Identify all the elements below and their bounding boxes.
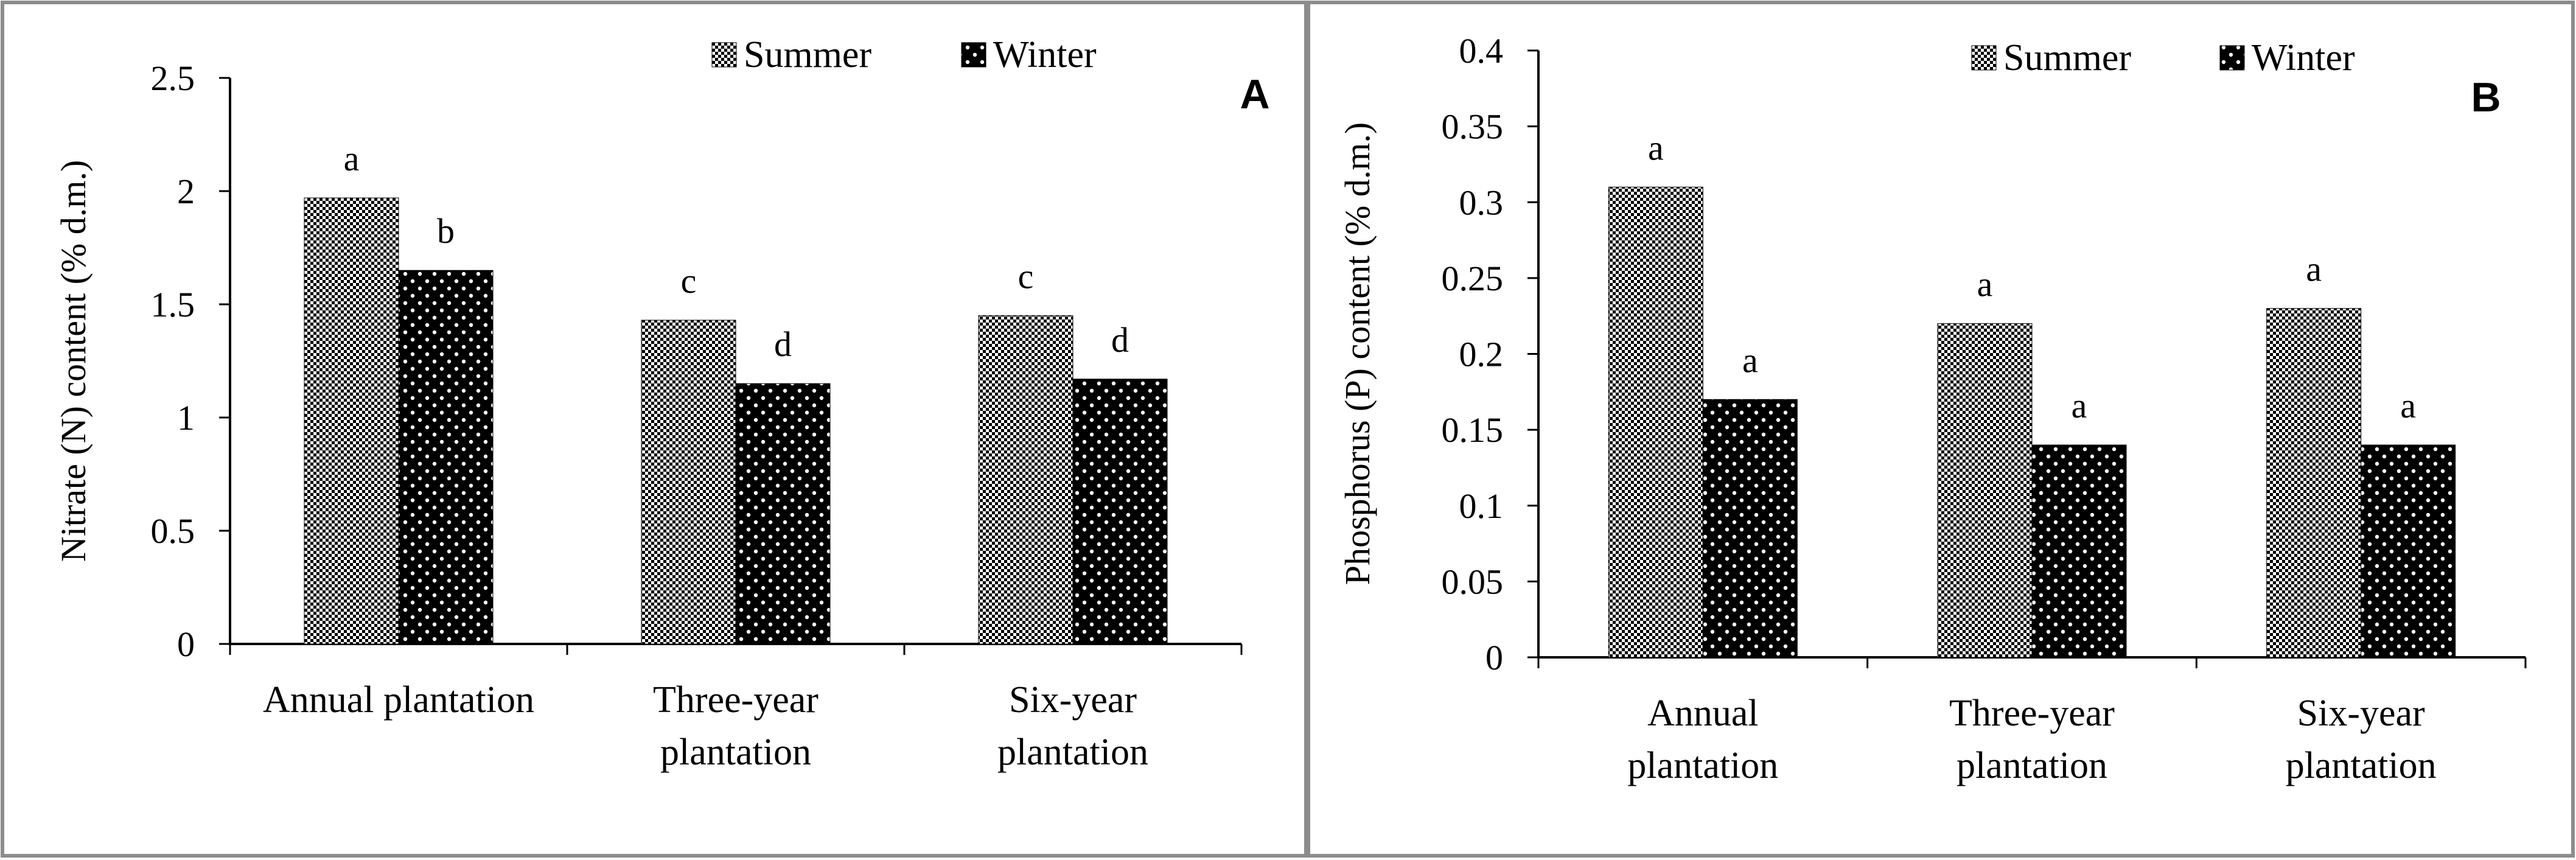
panel-a-y-tick-label: 1: [177, 398, 195, 438]
panel-b-bar-summer: [2266, 308, 2362, 658]
panel-b-y-tick-label: 0.05: [1442, 562, 1504, 601]
panel-a-y-tick-label: 0: [177, 624, 195, 664]
panel-b-category-label: Six-year plantation: [2286, 693, 2437, 786]
panel-a-bar-summer: [978, 315, 1073, 645]
panel-a-bar-summer: [304, 197, 399, 645]
panel-a-significance-label: c: [681, 261, 697, 301]
panel-a-significance-label: b: [437, 211, 455, 251]
panel-b-category-label: Three-year plantation: [1949, 693, 2115, 786]
panel-a-y-tick-label: 1.5: [151, 285, 195, 324]
panel-a-category-label: Annual plantation: [263, 679, 534, 721]
panel-b-frame: [1307, 1, 2575, 858]
panel-a-bar-winter: [735, 383, 831, 645]
panel-a-legend-swatch-summer: [711, 42, 737, 68]
panel-a-significance-label: d: [774, 324, 792, 364]
panel-b-y-tick-label: 0.2: [1459, 335, 1504, 374]
panel-a-category-label: Three-year plantation: [653, 679, 819, 773]
panel-b-significance-label: a: [1648, 128, 1664, 167]
panel-b-y-axis-label: Phosphorus (P) content (% d.m.): [1338, 122, 1377, 585]
panel-b-y-tick-label: 0: [1485, 638, 1503, 677]
panel-a-bar-winter: [398, 270, 494, 645]
panel-a-y-axis-label: Nitrate (N) content (% d.m.): [54, 160, 93, 562]
panel-b-y-tick-label: 0.35: [1442, 107, 1504, 147]
panel-b-legend-swatch-winter: [2219, 45, 2245, 71]
panel-a-bar-summer: [641, 320, 736, 645]
panel-b-bar-winter: [1702, 399, 1798, 658]
panel-b-significance-label: a: [2072, 386, 2087, 425]
panel-a-legend-label-summer: Summer: [744, 34, 871, 75]
panel-b-legend-label-winter: Winter: [2252, 37, 2355, 79]
panel-a-significance-label: a: [344, 139, 360, 178]
panel-a-y-tick-label: 0.5: [151, 511, 195, 551]
panel-b-y-tick-label: 0.25: [1442, 259, 1504, 298]
panel-b-bar-summer: [1937, 323, 2033, 658]
panel-a-legend-label-winter: Winter: [993, 34, 1097, 75]
panel-b-significance-label: a: [1977, 265, 1993, 304]
panel-b-significance-label: a: [2306, 250, 2322, 289]
panel-b-legend-swatch-summer: [1971, 45, 1997, 71]
panel-a-letter: A: [1240, 71, 1269, 117]
panel-b-letter: B: [2471, 74, 2501, 121]
panel-b-significance-label: a: [2400, 386, 2416, 425]
panel-a-y-tick-label: 2.5: [151, 58, 195, 98]
panel-b-y-tick-label: 0.3: [1459, 183, 1504, 222]
panel-b-category-label: Annual plantation: [1627, 693, 1778, 786]
panel-b-bar-summer: [1608, 186, 1703, 658]
panel-b-bar-winter: [2031, 444, 2127, 658]
panel-a-significance-label: c: [1018, 257, 1034, 296]
panel-b-bar-winter: [2361, 444, 2456, 658]
panel-a-chart: 0 0.5 1 1.5 2 2.5 Nitrate (N) content (% d.m.)…: [54, 34, 1270, 773]
panel-b-chart: 0 0.05 0.1 0.15 0.2 0.25 0.3 0.35 0.4 Phosphorus …: [1338, 31, 2527, 786]
panel-a-frame: [1, 1, 1308, 858]
panel-b-legend-label-summer: Summer: [2003, 37, 2131, 79]
panel-b-y-tick-label: 0.1: [1459, 486, 1504, 526]
panel-a-significance-label: d: [1111, 320, 1129, 360]
panel-b-y-tick-label: 0.15: [1442, 410, 1504, 450]
panel-a-y-tick-label: 2: [177, 172, 195, 211]
panel-b-significance-label: a: [1742, 340, 1758, 380]
panel-b-y-tick-label: 0.4: [1459, 31, 1504, 71]
panel-a-category-label: Six-year plantation: [997, 679, 1148, 773]
panel-a-bar-winter: [1072, 379, 1168, 645]
panel-a-legend-swatch-winter: [961, 42, 986, 68]
